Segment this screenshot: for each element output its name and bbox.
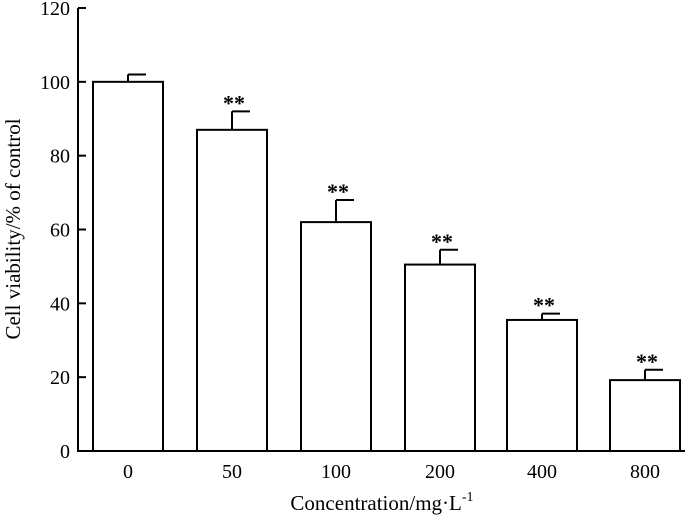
significance-label-400: ** bbox=[533, 293, 555, 318]
x-tick-label: 800 bbox=[630, 461, 660, 483]
error-bars bbox=[127, 73, 663, 381]
x-axis-label-main: Concentration/mg·L bbox=[290, 491, 461, 515]
y-tick-label: 20 bbox=[50, 367, 70, 389]
significance-label-50: ** bbox=[223, 90, 245, 115]
bar-200 bbox=[404, 263, 476, 452]
y-tick-label: 60 bbox=[50, 220, 70, 242]
x-tick-label: 100 bbox=[321, 461, 351, 483]
x-axis-label-superscript: -1 bbox=[462, 490, 474, 505]
y-tick-label: 80 bbox=[50, 146, 70, 168]
y-tick-label: 0 bbox=[60, 441, 70, 463]
error-bar-200 bbox=[439, 248, 458, 265]
error-bar-0 bbox=[127, 73, 146, 82]
bar-400 bbox=[506, 318, 578, 452]
error-bar-400 bbox=[541, 312, 560, 320]
bars bbox=[92, 80, 681, 452]
y-tick-label: 40 bbox=[50, 293, 70, 315]
error-bar-800 bbox=[644, 368, 663, 381]
bar-800 bbox=[609, 379, 681, 452]
y-axis-ticks: 0 20 40 60 80 100 120 bbox=[40, 0, 86, 463]
bar-100 bbox=[300, 221, 372, 452]
x-tick-label: 200 bbox=[425, 461, 455, 483]
y-axis-label: Cell viability/% of control bbox=[1, 118, 25, 339]
significance-label-800: ** bbox=[636, 349, 658, 374]
significance-label-100: ** bbox=[327, 179, 349, 204]
x-axis-label: Concentration/mg·L-1 bbox=[290, 490, 473, 515]
error-bar-100 bbox=[335, 198, 354, 223]
significance-label-200: ** bbox=[431, 229, 453, 254]
significance-labels: ** ** ** ** ** bbox=[223, 90, 658, 373]
y-tick-label: 100 bbox=[40, 72, 70, 94]
x-tick-label: 0 bbox=[123, 461, 133, 483]
error-bar-50 bbox=[231, 110, 250, 130]
y-tick-label: 120 bbox=[40, 0, 70, 20]
x-tick-label: 400 bbox=[527, 461, 557, 483]
x-tick-label: 50 bbox=[222, 461, 242, 483]
bar-50 bbox=[196, 128, 268, 452]
bar-0 bbox=[92, 80, 164, 452]
